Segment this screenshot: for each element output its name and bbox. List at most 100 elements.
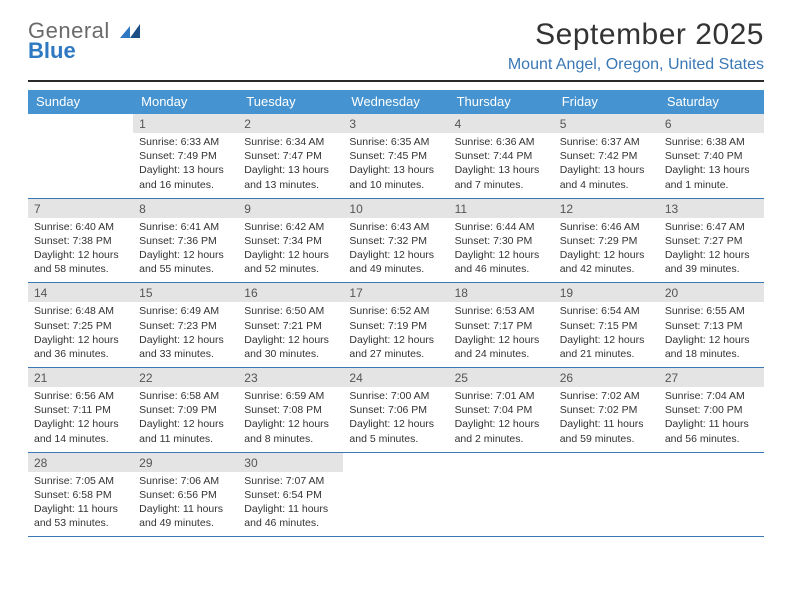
daylight-line: Daylight: 12 hours and 36 minutes. (34, 334, 119, 360)
calendar-day-cell: 10Sunrise: 6:43 AMSunset: 7:32 PMDayligh… (343, 198, 448, 283)
day-body: Sunrise: 6:55 AMSunset: 7:13 PMDaylight:… (659, 302, 764, 367)
calendar-day-cell: 8Sunrise: 6:41 AMSunset: 7:36 PMDaylight… (133, 198, 238, 283)
daylight-line: Daylight: 11 hours and 46 minutes. (244, 503, 328, 529)
daylight-line: Daylight: 12 hours and 49 minutes. (349, 249, 434, 275)
day-number-empty (449, 453, 554, 472)
daylight-line: Daylight: 11 hours and 59 minutes. (560, 418, 644, 444)
sunrise-line: Sunrise: 6:44 AM (455, 221, 535, 233)
calendar-day-cell: 14 Sunrise: 6:48 AM Sunset: 7:25 PM Dayligh… (28, 283, 133, 368)
day-body: Sunrise: 6:49 AMSunset: 7:23 PMDaylight:… (133, 302, 238, 367)
day-number: 6 (659, 114, 764, 133)
day-body-empty (554, 472, 659, 534)
calendar-day-cell: 13Sunrise: 6:47 AMSunset: 7:27 PMDayligh… (659, 198, 764, 283)
day-body: Sunrise: 6:54 AMSunset: 7:15 PMDaylight:… (554, 302, 659, 367)
calendar-day-cell: 22Sunrise: 6:58 AMSunset: 7:09 PMDayligh… (133, 368, 238, 453)
day-body: Sunrise: 6:43 AMSunset: 7:32 PMDaylight:… (343, 218, 448, 283)
day-number: 17 (343, 283, 448, 302)
sunset-line: Sunset: 7:11 PM (34, 404, 111, 416)
day-number: 12 (554, 199, 659, 218)
calendar-day-cell: 11Sunrise: 6:44 AMSunset: 7:30 PMDayligh… (449, 198, 554, 283)
day-body: Sunrise: 6:33 AMSunset: 7:49 PMDaylight:… (133, 133, 238, 198)
daylight-line: Daylight: 12 hours and 39 minutes. (665, 249, 750, 275)
day-body: Sunrise: 6:47 AMSunset: 7:27 PMDaylight:… (659, 218, 764, 283)
calendar-day-cell: 29Sunrise: 7:06 AMSunset: 6:56 PMDayligh… (133, 452, 238, 537)
weekday-header: Saturday (659, 90, 764, 114)
sunrise-line: Sunrise: 6:49 AM (139, 305, 219, 317)
calendar-week-row: 1Sunrise: 6:33 AMSunset: 7:49 PMDaylight… (28, 114, 764, 198)
sunrise-line: Sunrise: 6:46 AM (560, 221, 640, 233)
sunset-line: Sunset: 6:56 PM (139, 489, 217, 501)
calendar-day-cell: 30Sunrise: 7:07 AMSunset: 6:54 PMDayligh… (238, 452, 343, 537)
day-body: Sunrise: 6:44 AMSunset: 7:30 PMDaylight:… (449, 218, 554, 283)
day-body-empty (28, 133, 133, 195)
day-number: 2 (238, 114, 343, 133)
sunrise-line: Sunrise: 6:48 AM (34, 305, 114, 317)
day-number: 25 (449, 368, 554, 387)
calendar-day-cell: 12Sunrise: 6:46 AMSunset: 7:29 PMDayligh… (554, 198, 659, 283)
daylight-line: Daylight: 13 hours and 4 minutes. (560, 164, 645, 190)
day-number: 24 (343, 368, 448, 387)
daylight-line: Daylight: 13 hours and 7 minutes. (455, 164, 540, 190)
calendar-week-row: 28Sunrise: 7:05 AMSunset: 6:58 PMDayligh… (28, 452, 764, 537)
calendar-day-cell (28, 114, 133, 198)
daylight-line: Daylight: 11 hours and 49 minutes. (139, 503, 223, 529)
day-number: 7 (28, 199, 133, 218)
day-body: Sunrise: 6:48 AM Sunset: 7:25 PM Daylight:… (28, 302, 133, 367)
sunrise-line: Sunrise: 6:41 AM (139, 221, 219, 233)
weekday-header: Thursday (449, 90, 554, 114)
header-bar: General Blue September 2025 Mount Angel,… (28, 18, 764, 82)
calendar-day-cell: 17Sunrise: 6:52 AMSunset: 7:19 PMDayligh… (343, 283, 448, 368)
day-number: 5 (554, 114, 659, 133)
day-body: Sunrise: 6:42 AMSunset: 7:34 PMDaylight:… (238, 218, 343, 283)
daylight-line: Daylight: 12 hours and 2 minutes. (455, 418, 540, 444)
daylight-line: Daylight: 12 hours and 55 minutes. (139, 249, 224, 275)
day-body: Sunrise: 6:36 AMSunset: 7:44 PMDaylight:… (449, 133, 554, 198)
calendar-day-cell: 24Sunrise: 7:00 AMSunset: 7:06 PMDayligh… (343, 368, 448, 453)
day-number: 30 (238, 453, 343, 472)
weekday-header: Wednesday (343, 90, 448, 114)
sunrise-line: Sunrise: 6:55 AM (665, 305, 745, 317)
sunset-line: Sunset: 7:38 PM (34, 235, 112, 247)
daylight-line: Daylight: 13 hours and 13 minutes. (244, 164, 329, 190)
calendar-day-cell: 21Sunrise: 6:56 AMSunset: 7:11 PMDayligh… (28, 368, 133, 453)
sunset-line: Sunset: 7:15 PM (560, 320, 638, 332)
day-number-empty (343, 453, 448, 472)
sunset-line: Sunset: 7:23 PM (139, 320, 217, 332)
day-body: Sunrise: 6:50 AMSunset: 7:21 PMDaylight:… (238, 302, 343, 367)
calendar-day-cell: 15Sunrise: 6:49 AMSunset: 7:23 PMDayligh… (133, 283, 238, 368)
sunset-line: Sunset: 7:40 PM (665, 150, 743, 162)
logo-text: General Blue (28, 20, 142, 62)
day-number: 18 (449, 283, 554, 302)
calendar-day-cell: 18Sunrise: 6:53 AMSunset: 7:17 PMDayligh… (449, 283, 554, 368)
sunset-line: Sunset: 6:54 PM (244, 489, 322, 501)
calendar-day-cell: 19Sunrise: 6:54 AMSunset: 7:15 PMDayligh… (554, 283, 659, 368)
sunrise-line: Sunrise: 6:34 AM (244, 136, 324, 148)
sunrise-line: Sunrise: 7:05 AM (34, 475, 114, 487)
sunset-line: Sunset: 6:58 PM (34, 489, 112, 501)
weekday-header: Friday (554, 90, 659, 114)
day-number: 1 (133, 114, 238, 133)
sunset-line: Sunset: 7:27 PM (665, 235, 743, 247)
day-body: Sunrise: 6:58 AMSunset: 7:09 PMDaylight:… (133, 387, 238, 452)
sunset-line: Sunset: 7:25 PM (34, 320, 112, 332)
calendar-week-row: 14 Sunrise: 6:48 AM Sunset: 7:25 PM Dayligh… (28, 283, 764, 368)
day-number: 26 (554, 368, 659, 387)
daylight-line: Daylight: 12 hours and 8 minutes. (244, 418, 329, 444)
day-number-empty (28, 114, 133, 133)
calendar-day-cell: 5Sunrise: 6:37 AMSunset: 7:42 PMDaylight… (554, 114, 659, 198)
calendar-day-cell: 28Sunrise: 7:05 AMSunset: 6:58 PMDayligh… (28, 452, 133, 537)
calendar-day-cell: 27Sunrise: 7:04 AMSunset: 7:00 PMDayligh… (659, 368, 764, 453)
day-number-empty (554, 453, 659, 472)
day-body: Sunrise: 7:04 AMSunset: 7:00 PMDaylight:… (659, 387, 764, 452)
day-number: 14 (28, 283, 133, 302)
sunrise-line: Sunrise: 7:00 AM (349, 390, 429, 402)
calendar-week-row: 7Sunrise: 6:40 AMSunset: 7:38 PMDaylight… (28, 198, 764, 283)
sunrise-line: Sunrise: 6:53 AM (455, 305, 535, 317)
day-number: 8 (133, 199, 238, 218)
daylight-line: Daylight: 13 hours and 16 minutes. (139, 164, 224, 190)
daylight-line: Daylight: 12 hours and 24 minutes. (455, 334, 540, 360)
daylight-line: Daylight: 11 hours and 53 minutes. (34, 503, 118, 529)
calendar-day-cell: 16Sunrise: 6:50 AMSunset: 7:21 PMDayligh… (238, 283, 343, 368)
daylight-line: Daylight: 12 hours and 5 minutes. (349, 418, 434, 444)
sunrise-line: Sunrise: 7:04 AM (665, 390, 745, 402)
